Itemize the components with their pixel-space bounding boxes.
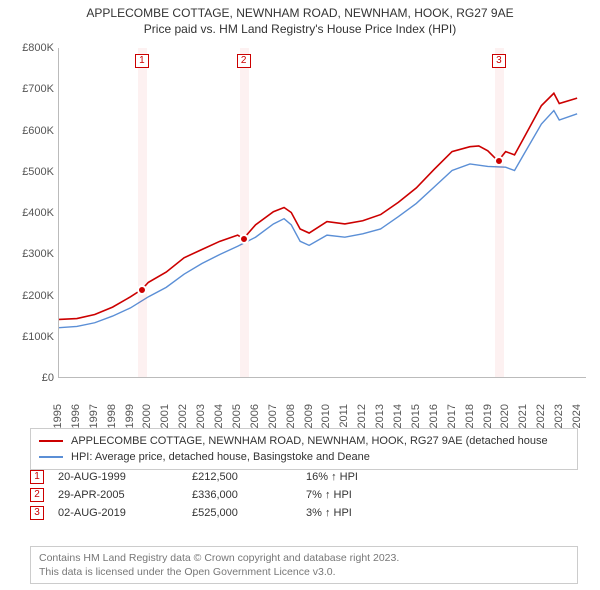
sale-diff: 7% ↑ HPI: [306, 489, 416, 501]
sale-date: 02-AUG-2019: [58, 507, 178, 519]
sale-point-2: [239, 234, 249, 244]
x-tick-label: 2011: [338, 404, 350, 428]
sale-point-1: [137, 285, 147, 295]
x-tick-label: 2021: [517, 404, 529, 428]
y-tick-label: £0: [0, 372, 54, 384]
sale-diff: 3% ↑ HPI: [306, 507, 416, 519]
x-tick-label: 1996: [70, 404, 82, 428]
table-row: 2 29-APR-2005 £336,000 7% ↑ HPI: [30, 486, 578, 504]
legend-swatch-property: [39, 440, 63, 442]
y-tick-label: £400K: [0, 207, 54, 219]
table-row: 1 20-AUG-1999 £212,500 16% ↑ HPI: [30, 468, 578, 486]
chart-title-line1: APPLECOMBE COTTAGE, NEWNHAM ROAD, NEWNHA…: [10, 6, 590, 20]
marker-box-3: 3: [492, 54, 506, 68]
y-tick-label: £600K: [0, 125, 54, 137]
x-tick-label: 2006: [249, 404, 261, 428]
legend-label-property: APPLECOMBE COTTAGE, NEWNHAM ROAD, NEWNHA…: [71, 435, 548, 447]
marker-shade: [240, 48, 249, 377]
marker-box-1: 1: [135, 54, 149, 68]
chart-area: 1 2 3 £0 £100K £200K £300K £400K £500K £600K £700…: [0, 44, 600, 424]
legend-label-hpi: HPI: Average price, detached house, Basi…: [71, 451, 370, 463]
x-tick-label: 2013: [374, 404, 386, 428]
x-tick-label: 2001: [159, 404, 171, 428]
y-tick-label: £100K: [0, 331, 54, 343]
table-row: 3 02-AUG-2019 £525,000 3% ↑ HPI: [30, 504, 578, 522]
footer-line1: Contains HM Land Registry data © Crown c…: [39, 551, 569, 565]
marker-ref-2: 2: [30, 488, 44, 502]
x-tick-label: 1998: [106, 404, 118, 428]
y-tick-label: £200K: [0, 290, 54, 302]
x-tick-label: 2005: [231, 404, 243, 428]
sale-date: 29-APR-2005: [58, 489, 178, 501]
sales-table: 1 20-AUG-1999 £212,500 16% ↑ HPI 2 29-AP…: [30, 468, 578, 522]
x-tick-label: 2024: [571, 404, 583, 428]
x-tick-label: 2020: [499, 404, 511, 428]
y-tick-label: £700K: [0, 83, 54, 95]
plot-region: 1 2 3: [58, 48, 586, 378]
x-tick-label: 2018: [464, 404, 476, 428]
marker-shade: [138, 48, 147, 377]
chart-title-line2: Price paid vs. HM Land Registry's House …: [10, 22, 590, 36]
x-tick-label: 2015: [410, 404, 422, 428]
legend-box: APPLECOMBE COTTAGE, NEWNHAM ROAD, NEWNHA…: [30, 428, 578, 470]
x-tick-label: 1995: [52, 404, 64, 428]
legend-item-property: APPLECOMBE COTTAGE, NEWNHAM ROAD, NEWNHA…: [39, 433, 569, 449]
marker-box-2: 2: [237, 54, 251, 68]
x-tick-label: 2014: [392, 404, 404, 428]
sale-point-3: [494, 156, 504, 166]
x-tick-label: 2008: [285, 404, 297, 428]
sale-price: £525,000: [192, 507, 292, 519]
sale-diff: 16% ↑ HPI: [306, 471, 416, 483]
sale-price: £212,500: [192, 471, 292, 483]
y-tick-label: £300K: [0, 248, 54, 260]
x-tick-label: 2022: [535, 404, 547, 428]
x-tick-label: 2002: [177, 404, 189, 428]
marker-shade: [495, 48, 504, 377]
x-tick-label: 1997: [88, 404, 100, 428]
x-tick-label: 2000: [141, 404, 153, 428]
x-tick-label: 2003: [195, 404, 207, 428]
sale-price: £336,000: [192, 489, 292, 501]
x-tick-label: 2010: [320, 404, 332, 428]
x-tick-label: 2009: [303, 404, 315, 428]
footer-line2: This data is licensed under the Open Gov…: [39, 565, 569, 579]
x-tick-label: 1999: [124, 404, 136, 428]
legend-item-hpi: HPI: Average price, detached house, Basi…: [39, 449, 569, 465]
x-tick-label: 2023: [553, 404, 565, 428]
x-tick-label: 2004: [213, 404, 225, 428]
x-tick-label: 2017: [446, 404, 458, 428]
y-tick-label: £500K: [0, 166, 54, 178]
chart-title-block: APPLECOMBE COTTAGE, NEWNHAM ROAD, NEWNHA…: [0, 0, 600, 38]
x-tick-label: 2007: [267, 404, 279, 428]
sale-date: 20-AUG-1999: [58, 471, 178, 483]
attribution-footer: Contains HM Land Registry data © Crown c…: [30, 546, 578, 584]
legend-swatch-hpi: [39, 456, 63, 458]
x-tick-label: 2012: [356, 404, 368, 428]
x-tick-label: 2016: [428, 404, 440, 428]
marker-ref-3: 3: [30, 506, 44, 520]
x-tick-label: 2019: [482, 404, 494, 428]
marker-ref-1: 1: [30, 470, 44, 484]
y-tick-label: £800K: [0, 42, 54, 54]
